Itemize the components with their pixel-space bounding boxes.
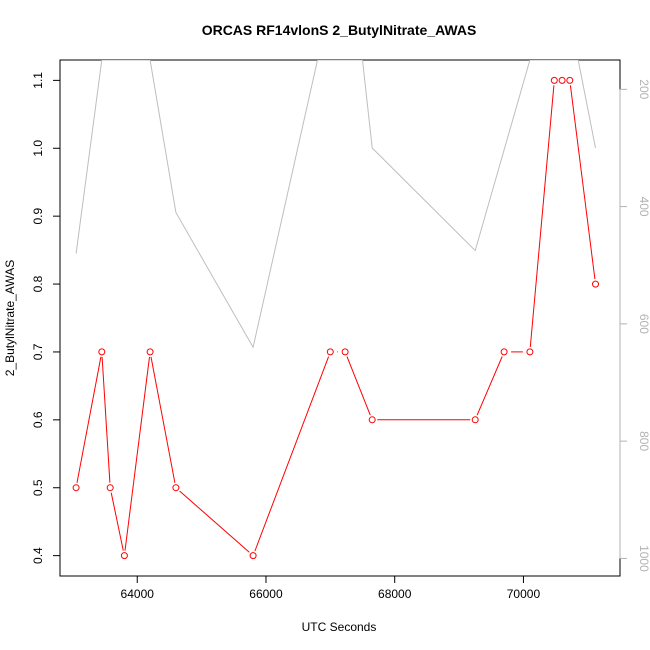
data-point bbox=[120, 552, 128, 560]
x-tick-label: 64000 bbox=[121, 587, 155, 601]
primary-series-segment bbox=[346, 356, 371, 416]
data-point bbox=[500, 348, 508, 356]
primary-series-segment bbox=[101, 356, 111, 483]
x-axis-label: UTC Seconds bbox=[302, 620, 377, 634]
secondary-series-line bbox=[75, 60, 596, 349]
data-point bbox=[566, 76, 574, 84]
primary-series-segment bbox=[476, 356, 503, 416]
primary-series-segment bbox=[150, 356, 176, 483]
y2-tick-label: 600 bbox=[637, 314, 650, 334]
y-tick-label: 0.5 bbox=[31, 479, 45, 496]
data-point bbox=[98, 348, 106, 356]
y-tick-label: 0.9 bbox=[31, 207, 45, 224]
primary-series-segment bbox=[124, 356, 150, 551]
data-point bbox=[249, 552, 257, 560]
y2-tick-label: 800 bbox=[637, 431, 650, 451]
primary-series-segment bbox=[110, 492, 124, 551]
y2-tick-label: 1000 bbox=[637, 545, 650, 572]
primary-series-segment bbox=[529, 85, 555, 348]
plot-frame bbox=[59, 59, 621, 577]
y-tick-label: 0.7 bbox=[31, 343, 45, 360]
y2-tick-label: 200 bbox=[637, 79, 650, 99]
data-point bbox=[558, 76, 566, 84]
data-point bbox=[146, 348, 154, 356]
y-tick-label: 0.8 bbox=[31, 275, 45, 292]
y-tick-label: 0.6 bbox=[31, 411, 45, 428]
primary-series-segment bbox=[569, 85, 596, 280]
y2-tick-label: 400 bbox=[637, 197, 650, 217]
data-point bbox=[526, 348, 534, 356]
x-tick-label: 70000 bbox=[507, 587, 541, 601]
x-tick-label: 66000 bbox=[249, 587, 283, 601]
primary-series-segment bbox=[179, 490, 250, 553]
x-axis: 64000 66000 68000 70000 bbox=[121, 575, 541, 601]
data-point bbox=[368, 416, 376, 424]
y2-axis: 200 400 600 800 1000 bbox=[619, 79, 650, 572]
data-point bbox=[471, 416, 479, 424]
y-axis-label: 2_ButylNitrate_AWAS bbox=[3, 260, 17, 377]
x-tick-label: 68000 bbox=[378, 587, 412, 601]
primary-series-segment bbox=[76, 356, 102, 483]
data-point bbox=[106, 484, 114, 492]
y-tick-label: 1.0 bbox=[31, 140, 45, 157]
y-tick-label: 0.4 bbox=[31, 547, 45, 564]
data-point bbox=[326, 348, 334, 356]
data-point bbox=[592, 280, 599, 288]
primary-series-segment bbox=[254, 356, 330, 552]
y-axis: 0.4 0.5 0.6 0.7 0.8 0.9 1.0 1.1 bbox=[31, 72, 61, 564]
data-point bbox=[341, 348, 349, 356]
data-point bbox=[72, 484, 80, 492]
data-point bbox=[172, 484, 180, 492]
chart-title: ORCAS RF14vlonS 2_ButylNitrate_AWAS bbox=[202, 22, 477, 38]
y-tick-label: 1.1 bbox=[31, 72, 45, 89]
data-point bbox=[550, 76, 558, 84]
series-layer bbox=[72, 60, 599, 560]
